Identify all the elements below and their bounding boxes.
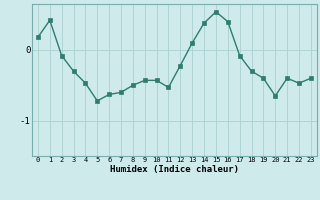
X-axis label: Humidex (Indice chaleur): Humidex (Indice chaleur)	[110, 165, 239, 174]
